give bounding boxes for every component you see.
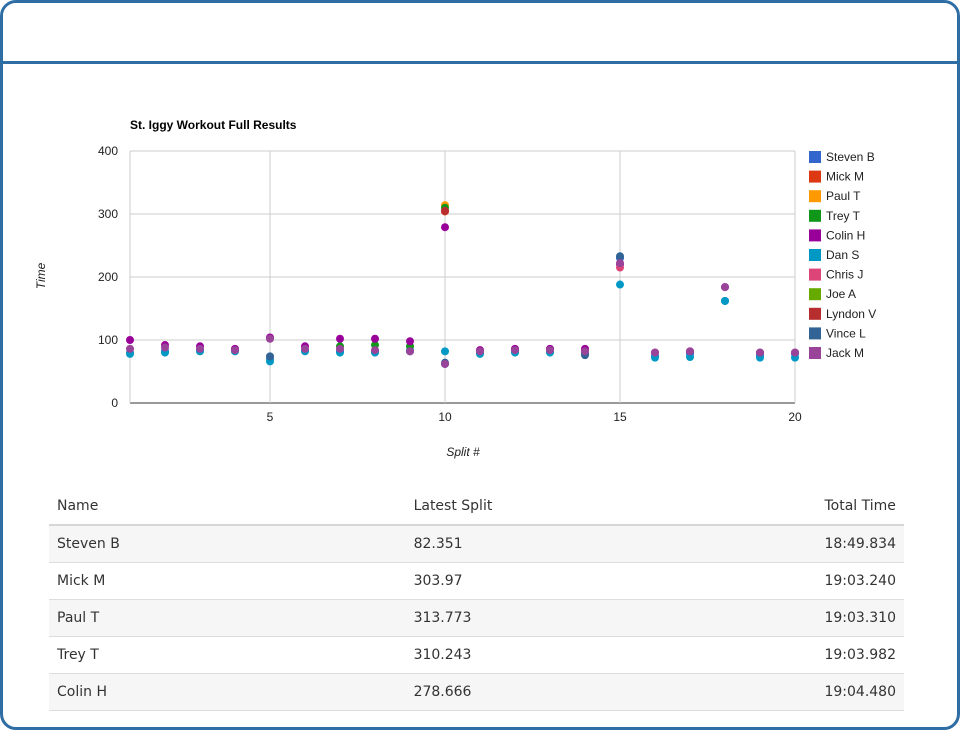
legend-label[interactable]: Lyndon V: [826, 307, 876, 321]
cell-name: Trey T: [49, 636, 406, 674]
table-row: Colin H 278.666 19:04.480: [49, 673, 904, 711]
legend-label[interactable]: Paul T: [826, 189, 861, 203]
data-point[interactable]: [336, 344, 344, 353]
data-point[interactable]: [441, 347, 449, 356]
y-tick-label: 100: [98, 333, 118, 347]
x-tick-label: 20: [788, 410, 802, 424]
data-point[interactable]: [371, 346, 379, 355]
table-row: Trey T 310.243 19:03.982: [49, 636, 904, 674]
legend-label[interactable]: Vince L: [826, 326, 866, 340]
legend-swatch: [809, 307, 821, 320]
legend-swatch: [809, 151, 821, 163]
cell-latest-split: 313.773: [405, 599, 817, 637]
header-latest-split[interactable]: Latest Split: [405, 488, 817, 526]
legend-swatch: [809, 327, 821, 340]
cell-latest-split: 310.243: [405, 636, 817, 674]
y-tick-label: 200: [98, 270, 118, 284]
data-point[interactable]: [231, 346, 239, 355]
data-point[interactable]: [336, 334, 344, 343]
x-tick-label: 5: [267, 410, 274, 424]
cell-name: Steven B: [49, 525, 406, 563]
legend-label[interactable]: Jack M: [826, 346, 864, 360]
cell-name: Mick M: [49, 562, 406, 600]
chart-legend: Steven B Mick M Paul T Trey T Colin H Dan S Ch…: [809, 150, 876, 360]
data-point[interactable]: [406, 337, 414, 346]
data-point[interactable]: [406, 347, 414, 356]
x-tick-label: 10: [438, 410, 452, 424]
data-point[interactable]: [161, 343, 169, 352]
legend-swatch: [809, 170, 821, 183]
legend-label[interactable]: Steven B: [826, 150, 875, 164]
legend-label[interactable]: Trey T: [826, 209, 861, 223]
data-point[interactable]: [581, 347, 589, 356]
cell-latest-split: 278.666: [405, 673, 817, 711]
legend-swatch: [809, 268, 821, 281]
data-point[interactable]: [266, 352, 274, 361]
cell-name: Paul T: [49, 599, 406, 637]
legend-swatch: [809, 209, 821, 222]
legend-label[interactable]: Chris J: [826, 268, 863, 282]
x-axis-label: Split #: [446, 445, 480, 459]
data-point[interactable]: [616, 259, 624, 268]
results-table: Name Latest Split Total Time Steven B 82…: [49, 488, 904, 711]
data-point[interactable]: [126, 344, 134, 353]
y-axis-label: Time: [34, 262, 48, 289]
y-tick-label: 300: [98, 207, 118, 221]
data-point[interactable]: [651, 348, 659, 357]
data-point[interactable]: [441, 206, 449, 215]
legend-swatch: [809, 190, 821, 203]
table-row: Steven B 82.351 18:49.834: [49, 525, 904, 563]
data-point[interactable]: [196, 344, 204, 353]
legend-label[interactable]: Mick M: [826, 170, 864, 184]
data-point[interactable]: [616, 280, 624, 289]
data-point[interactable]: [266, 334, 274, 343]
chart-axes: 0 100 200 300 400 5 10 15 20: [98, 144, 802, 424]
data-point[interactable]: [126, 336, 134, 344]
legend-label[interactable]: Dan S: [826, 248, 859, 262]
table-header-row: Name Latest Split Total Time: [49, 488, 904, 526]
data-point[interactable]: [441, 223, 449, 232]
x-tick-label: 15: [613, 410, 627, 424]
cell-latest-split: 82.351: [405, 525, 817, 563]
cell-name: Colin H: [49, 673, 406, 711]
data-point[interactable]: [756, 348, 764, 357]
data-point[interactable]: [686, 353, 694, 362]
data-point[interactable]: [371, 334, 379, 343]
data-point[interactable]: [546, 346, 554, 355]
cell-total-time: 19:03.310: [816, 599, 904, 637]
cell-total-time: 19:03.240: [816, 562, 904, 600]
data-point[interactable]: [616, 252, 624, 261]
legend-swatch: [809, 288, 821, 301]
data-point[interactable]: [476, 347, 484, 356]
data-point[interactable]: [441, 359, 449, 368]
table-row: Paul T 313.773 19:03.310: [49, 599, 904, 637]
cell-total-time: 19:04.480: [816, 673, 904, 711]
cell-total-time: 18:49.834: [816, 525, 904, 563]
cell-latest-split: 303.97: [405, 562, 817, 600]
chart-grid: [129, 150, 796, 404]
data-point[interactable]: [721, 296, 729, 305]
chart-points: [126, 201, 799, 368]
data-point[interactable]: [686, 347, 694, 356]
y-tick-label: 0: [111, 396, 118, 410]
y-tick-label: 400: [98, 144, 118, 158]
data-point[interactable]: [791, 348, 799, 357]
header-name[interactable]: Name: [49, 488, 406, 526]
chart-container: St. Iggy Workout Full Results 0 100 200 300…: [3, 103, 957, 483]
header-total-time[interactable]: Total Time: [816, 488, 904, 526]
top-bar: [3, 3, 957, 64]
legend-swatch: [809, 229, 821, 242]
legend-swatch: [809, 249, 821, 261]
legend-swatch: [809, 347, 821, 359]
data-point[interactable]: [511, 346, 519, 355]
chart-title: St. Iggy Workout Full Results: [130, 118, 297, 132]
legend-label[interactable]: Joe A: [826, 287, 856, 301]
table-row: Mick M 303.97 19:03.240: [49, 562, 904, 600]
cell-total-time: 19:03.982: [816, 636, 904, 674]
data-point[interactable]: [721, 283, 729, 292]
scatter-chart: St. Iggy Workout Full Results 0 100 200 300…: [34, 118, 876, 459]
legend-label[interactable]: Colin H: [826, 228, 865, 242]
data-point[interactable]: [301, 344, 309, 353]
